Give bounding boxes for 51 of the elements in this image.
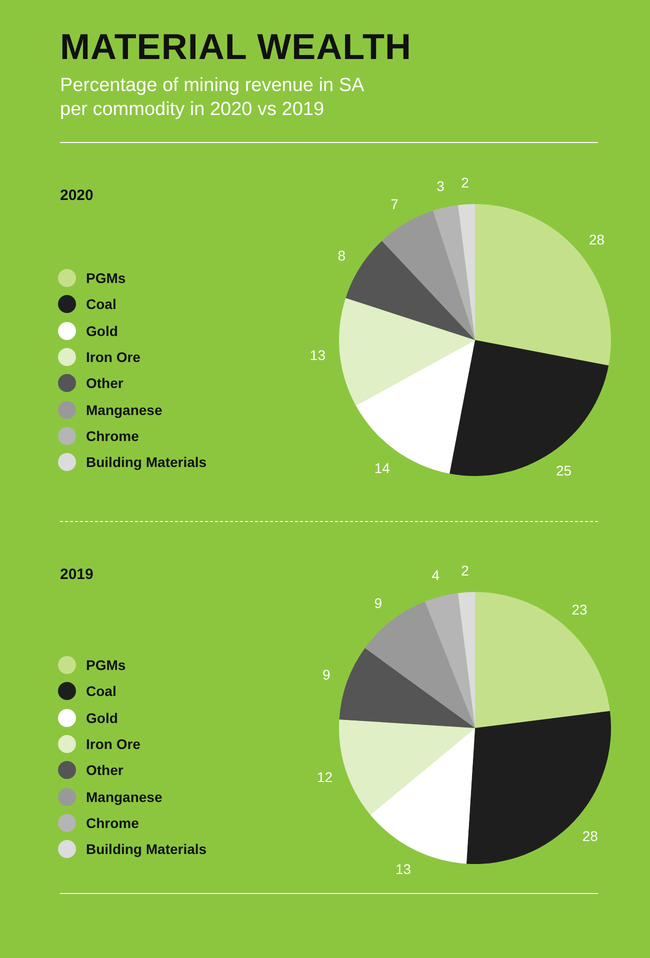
text: MATERIAL WEALTH bbox=[60, 26, 412, 68]
pie-slice bbox=[339, 648, 475, 728]
legend-label: Gold bbox=[86, 322, 118, 339]
chart-title: 2019 bbox=[60, 566, 94, 583]
pie-slice bbox=[450, 340, 609, 476]
legend-label: Chrome bbox=[86, 814, 139, 831]
legend-label: Coal bbox=[86, 683, 116, 700]
legend-label: Building Materials bbox=[86, 841, 207, 858]
legend-label: Building Materials bbox=[86, 454, 207, 470]
pie-slice bbox=[382, 210, 475, 340]
data-label: 9 bbox=[322, 666, 330, 682]
pie-slice bbox=[458, 592, 475, 728]
data-label: 9 bbox=[374, 595, 382, 612]
legend-label: PGMs bbox=[86, 270, 126, 286]
pie-slice bbox=[370, 728, 475, 864]
pie-slice bbox=[339, 298, 475, 406]
data-label: 12 bbox=[316, 768, 333, 785]
legend-label: Coal bbox=[86, 296, 116, 312]
legend-label: Gold bbox=[86, 710, 118, 726]
legend-label: Manganese bbox=[86, 402, 162, 418]
legend-label: Other bbox=[86, 762, 124, 778]
data-label: 2 bbox=[461, 562, 470, 578]
pie-slice bbox=[432, 205, 475, 340]
pie-slice bbox=[475, 592, 610, 728]
data-label: 2 bbox=[461, 174, 470, 190]
pie-slice bbox=[475, 204, 611, 366]
pie-slice bbox=[424, 593, 475, 728]
pie-slice bbox=[339, 719, 475, 815]
legend-label: Iron Ore bbox=[86, 349, 140, 366]
legend-label: Chrome bbox=[86, 428, 139, 444]
legend-label: Other bbox=[86, 375, 124, 392]
data-label: 14 bbox=[374, 460, 390, 476]
data-label: 7 bbox=[390, 196, 399, 212]
text: 2020 bbox=[60, 187, 94, 204]
pie-slice bbox=[356, 340, 475, 474]
text: Percentage of mining revenue in SA per commodity in 2020 vs 2019 bbox=[60, 74, 365, 122]
data-label: 28 bbox=[588, 231, 605, 248]
data-label: 23 bbox=[572, 601, 588, 618]
data-label: 3 bbox=[436, 178, 445, 194]
pie-slice bbox=[458, 204, 475, 340]
legend-label: Iron Ore bbox=[86, 736, 140, 752]
data-label: 25 bbox=[556, 462, 572, 479]
data-label: 28 bbox=[582, 828, 598, 844]
pie-slice bbox=[466, 710, 611, 864]
data-label: 8 bbox=[338, 247, 346, 264]
legend-label: Manganese bbox=[86, 788, 162, 805]
pie-slice bbox=[346, 240, 475, 340]
data-label: 13 bbox=[395, 860, 412, 877]
data-label: 13 bbox=[310, 346, 326, 363]
data-label: 4 bbox=[432, 566, 440, 583]
legend-label: PGMs bbox=[86, 657, 126, 674]
